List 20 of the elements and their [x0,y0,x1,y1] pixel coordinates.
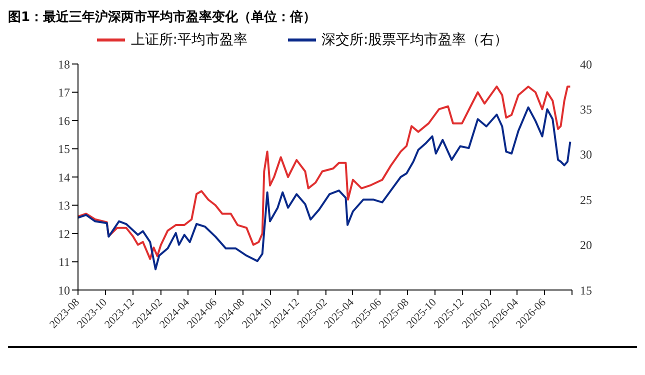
y-tick-label: 17 [58,86,70,100]
y-tick-label: 10 [58,283,70,298]
y-tick-label: 18 [58,57,70,72]
y2-tick-label: 40 [580,57,592,72]
y-tick-label: 12 [58,226,70,241]
y2-tick-label: 20 [580,238,592,252]
y2-tick-label: 35 [580,102,592,116]
y-tick-label: 13 [58,198,70,213]
line-series [78,86,572,260]
y2-tick-label: 15 [580,283,592,298]
legend-label: 上证所:平均市盈率 [130,31,248,49]
y2-tick-label: 25 [580,192,592,207]
y-tick-label: 14 [58,170,70,184]
y-tick-label: 16 [58,114,70,128]
y2-tick-label: 30 [580,148,592,162]
chart-title: 图1：最近三年沪深两市平均市盈率变化（单位：倍） [8,8,318,27]
y-tick-label: 15 [58,142,70,156]
y-tick-label: 11 [58,255,70,270]
legend-label: 深交所:股票平均市盈率（右） [322,31,508,49]
line-series [78,106,572,270]
